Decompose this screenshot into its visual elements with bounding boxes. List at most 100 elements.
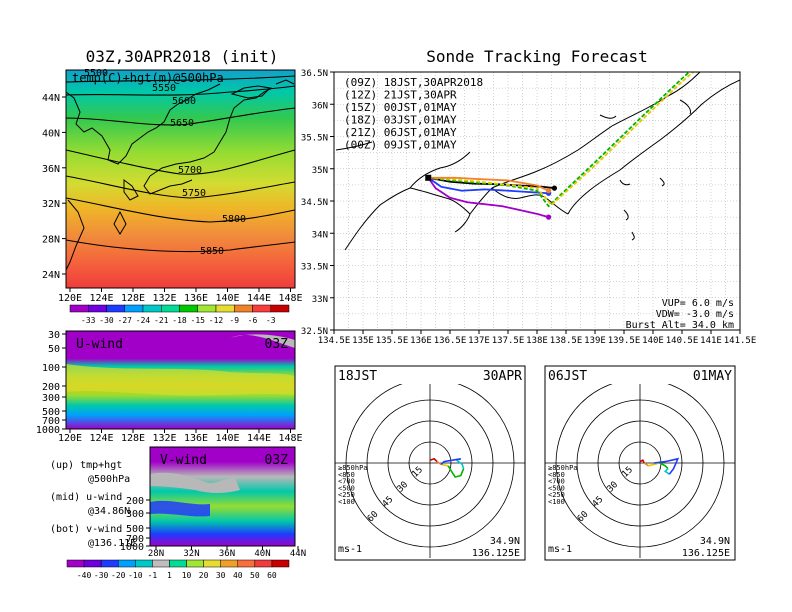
vwind-colorbar-swatch [117, 559, 136, 568]
z500-subtitle: temp(C)+hgt(m)@500hPa [72, 71, 224, 85]
vwind-colorbar-label: -20 [111, 571, 126, 580]
contour-label: 5800 [222, 214, 246, 225]
note-line6: @136.11E [88, 538, 136, 549]
vwind-ytick-label: 500 [126, 524, 144, 535]
hodograph-segment [659, 462, 669, 470]
vwind-colorbar-swatch [254, 559, 273, 568]
z500-ytick-label: 24N [42, 270, 60, 281]
track-title: Sonde Tracking Forecast [426, 47, 648, 66]
uwind-xtick-label: 140E [215, 433, 239, 444]
uwind-ytick-label: 50 [48, 344, 60, 355]
hodograph-level-label: <250 [548, 491, 565, 499]
track-legend-item: (15Z) 00JST,01MAY [344, 101, 457, 114]
hodograph-segment [648, 462, 660, 467]
uwind-ytick-label: 1000 [36, 425, 60, 436]
vwind-colorbar-swatch [83, 559, 102, 568]
vwind-colorbar-label: 1 [167, 571, 172, 580]
track-line [428, 72, 695, 207]
z500-colorbar-label: -15 [191, 316, 206, 325]
z500-title: 03Z,30APR2018 (init) [86, 47, 279, 66]
z500-colorbar-label: -3 [266, 316, 276, 325]
track-lines [425, 72, 695, 220]
z500-colorbar-swatch [124, 304, 144, 313]
z500-contour-labels: 5500 5550 5600 5650 5700 5750 5800 5850 [84, 68, 246, 257]
note-line2: @500hPa [88, 474, 130, 485]
z500-xtick-label: 144E [247, 293, 271, 304]
uwind-time-label: 03Z [265, 337, 289, 352]
track-ytick-label: 36N [312, 101, 328, 111]
vwind-colorbar-swatch [100, 559, 119, 568]
z500-ytick-label: 28N [42, 235, 60, 246]
hodograph-level-label: <850 [338, 471, 355, 479]
track-xtick-label: 136.5E [434, 336, 467, 346]
vwind-colorbar-label: -1 [148, 571, 158, 580]
track-xtick-label: 141E [700, 336, 722, 346]
hodograph-1-time: 18JST [338, 369, 377, 384]
z500-colorbar-label: -27 [118, 316, 133, 325]
hodograph-level-label: <500 [338, 484, 355, 492]
z500-colorbar-swatch [69, 304, 89, 313]
z500-colorbar-swatch [215, 304, 235, 313]
vwind-colorbar-label: 60 [267, 571, 277, 580]
vwind-xtick-label: 36N [219, 549, 235, 559]
vwind-colorbar-swatch [271, 559, 290, 568]
uwind-xtick-label: 124E [89, 433, 113, 444]
hodograph-level-label: <250 [338, 491, 355, 499]
launch-site-marker [425, 174, 432, 181]
track-panel: Sonde Tracking Forecast (09Z) 18JST,30AP… [301, 47, 756, 346]
track-legend-item: (18Z) 03JST,01MAY [344, 114, 457, 127]
hodograph-segment [643, 462, 649, 467]
contour-label: 5850 [200, 246, 224, 257]
contour-label: 5500 [84, 68, 108, 79]
vwind-xticks: 28N 32N 36N 40N 44N [148, 546, 306, 559]
track-xtick-label: 136E [410, 336, 432, 346]
hodograph-1-lon: 136.125E [472, 548, 520, 559]
hodograph-segment [436, 460, 442, 466]
track-xtick-label: 135E [352, 336, 374, 346]
note-line4: @34.86N [88, 506, 130, 517]
z500-xtick-label: 124E [89, 293, 113, 304]
track-legend-item: (12Z) 21JST,30APR [344, 89, 457, 102]
hodograph-level-label: <850 [548, 471, 565, 479]
z500-colorbar-swatch [270, 304, 290, 313]
vwind-xtick-label: 44N [290, 549, 306, 559]
z500-coastline [65, 79, 295, 271]
note-line5: (bot) v-wind [50, 524, 122, 535]
z500-colorbar-label: -18 [172, 316, 187, 325]
track-line [428, 72, 691, 208]
contour-5850 [65, 239, 296, 253]
uwind-xtick-label: 136E [184, 433, 208, 444]
z500-colorbar-label: -30 [99, 316, 114, 325]
hodograph-2-levels: ≥850hPa<850<700<500<250<100 [548, 464, 578, 506]
z500-ytick-label: 36N [42, 164, 60, 175]
hodograph-segment [429, 457, 438, 463]
hodograph-level-label: <700 [548, 478, 565, 486]
track-coastline [335, 72, 740, 251]
track-legend-item: (21Z) 06JST,01MAY [344, 126, 457, 139]
contour-label: 5650 [170, 118, 194, 129]
hodograph-segment [441, 463, 449, 467]
track-endpoint [546, 214, 552, 220]
uwind-gray-patch [230, 334, 295, 348]
vwind-colorbar-label: -30 [94, 571, 109, 580]
track-info-line: VDW= -3.0 m/s [656, 309, 734, 320]
track-ytick-label: 34N [312, 230, 328, 240]
z500-ytick-label: 40N [42, 128, 60, 139]
vwind-field [150, 447, 295, 546]
hodograph-1-unit: ms-1 [338, 544, 362, 555]
track-xtick-label: 134.5E [318, 336, 351, 346]
uwind-xtick-label: 132E [152, 433, 176, 444]
z500-colorbar-swatch [179, 304, 198, 313]
vwind-ytick-label: 700 [126, 534, 144, 545]
hodograph-2-lon: 136.125E [682, 548, 730, 559]
vwind-colorbar-swatch [203, 559, 221, 568]
hodograph-1-lat: 34.9N [490, 536, 520, 547]
track-ytick-label: 34.5N [301, 198, 328, 208]
z500-xtick-label: 128E [121, 293, 145, 304]
track-xtick-label: 138.5E [550, 336, 583, 346]
uwind-xtick-label: 120E [58, 433, 82, 444]
hodograph-1-levels: ≥850hPa<850<700<500<250<100 [338, 464, 368, 506]
